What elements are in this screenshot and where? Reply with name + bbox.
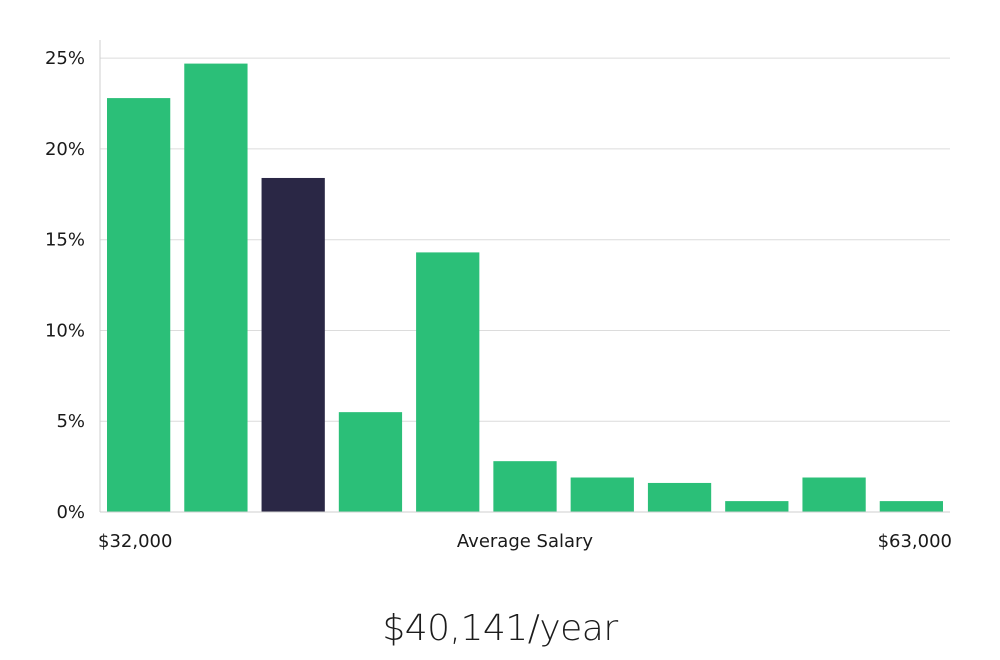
bar [107,98,171,512]
x-min-label: $32,000 [98,531,172,552]
y-tick-label: 5% [56,411,85,432]
bar [493,461,557,512]
bar [416,252,480,512]
bar [570,477,634,512]
y-axis-ticks: 0% 5% 10% 15% 20% 25% [45,48,85,523]
bar [879,501,943,512]
average-salary-value: $40,141/year [382,608,618,649]
highlighted-bar [261,177,325,512]
y-tick-label: 20% [45,139,85,160]
bar [338,412,403,512]
salary-histogram: 0%5%10%15%20%25% $32,000 Average Salary … [45,40,952,552]
bar [725,501,789,512]
y-tick-label: 0% [56,502,85,523]
y-tick-label: 15% [45,230,85,251]
x-max-label: $63,000 [878,531,952,552]
y-tick-label: 25% [45,48,85,69]
bar [647,482,712,512]
bar [802,477,866,512]
y-tick-label: 10% [45,320,85,341]
bar [184,63,248,512]
bars [107,63,943,512]
x-axis-label: Average Salary [457,531,594,552]
